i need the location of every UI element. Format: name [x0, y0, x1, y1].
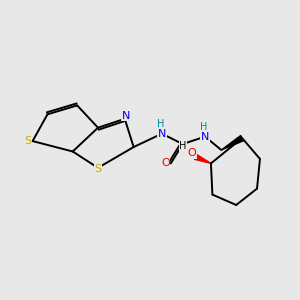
Text: S: S: [25, 136, 32, 146]
Polygon shape: [194, 154, 211, 164]
Polygon shape: [221, 136, 244, 150]
Text: H: H: [157, 119, 164, 129]
Text: O: O: [161, 158, 170, 168]
Text: N: N: [122, 111, 130, 121]
Text: H: H: [200, 122, 207, 132]
Text: S: S: [94, 164, 101, 174]
Text: H: H: [179, 141, 186, 151]
Text: N: N: [201, 132, 209, 142]
Text: N: N: [158, 129, 166, 139]
Text: O: O: [187, 148, 196, 158]
